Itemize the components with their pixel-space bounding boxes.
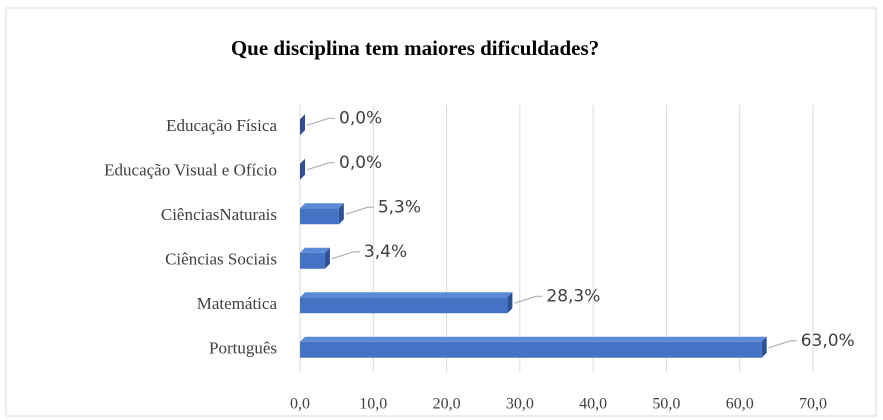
leader-line	[768, 340, 797, 349]
y-tick-label: CiênciasNaturais	[161, 205, 277, 224]
leader-line	[306, 117, 335, 126]
leader-line	[306, 162, 335, 171]
value-label: 63,0%	[801, 331, 855, 351]
value-label: 5,3%	[378, 197, 421, 217]
value-label: 28,3%	[546, 286, 600, 306]
value-label: 0,0%	[339, 108, 382, 128]
x-tick-label: 20,0	[433, 396, 461, 413]
bar	[300, 341, 762, 358]
x-tick-label: 50,0	[652, 396, 680, 413]
leader-line	[345, 206, 374, 215]
bar-side	[300, 114, 305, 136]
bar-side	[338, 203, 344, 225]
x-tick-label: 70,0	[799, 396, 827, 413]
leader-line	[331, 251, 360, 260]
chart-title: Que disciplina tem maiores dificuldades?	[231, 36, 599, 60]
bar-side	[324, 247, 330, 269]
y-tick-label: Educação Física	[166, 116, 277, 135]
value-label: 0,0%	[339, 153, 382, 173]
bar	[300, 297, 508, 314]
bar	[300, 208, 339, 225]
y-tick-label: Ciências Sociais	[165, 250, 277, 269]
bar-top	[300, 203, 344, 209]
bar-side	[507, 292, 513, 314]
leader-line	[514, 295, 543, 304]
bar-side	[761, 336, 767, 358]
y-tick-label: Educação Visual e Ofício	[104, 161, 277, 180]
x-tick-label: 40,0	[579, 396, 607, 413]
x-tick-label: 30,0	[506, 396, 534, 413]
x-tick-label: 10,0	[359, 396, 387, 413]
y-tick-label: Matemática	[197, 294, 278, 313]
bar-top	[300, 292, 513, 298]
x-tick-label: 0,0	[290, 396, 310, 413]
y-tick-label: Português	[209, 339, 277, 358]
bar-top	[300, 247, 330, 253]
bar-side	[300, 158, 305, 180]
x-tick-label: 60,0	[726, 396, 754, 413]
value-label: 3,4%	[364, 242, 407, 262]
bar	[300, 252, 325, 269]
bar-top	[300, 336, 767, 342]
